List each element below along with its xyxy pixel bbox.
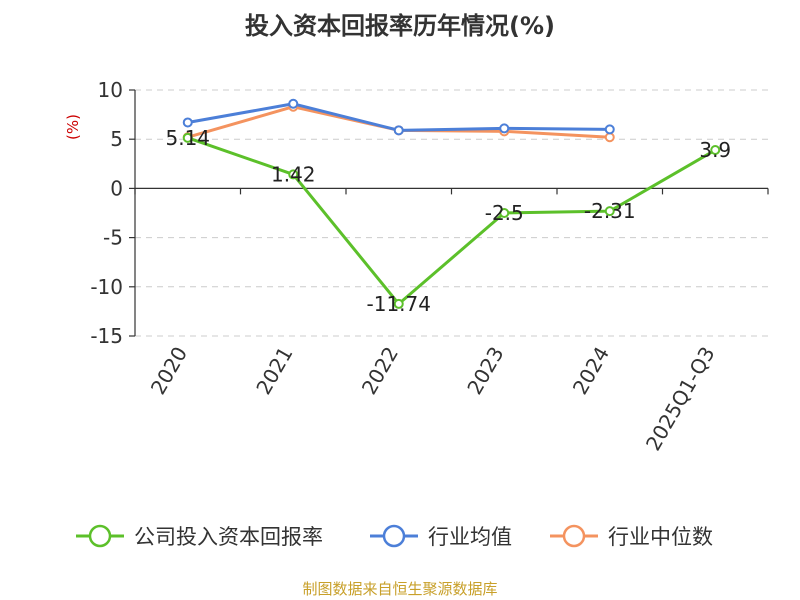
- y-tick-label: -5: [103, 226, 123, 250]
- data-label: 1.42: [271, 162, 316, 186]
- y-tick-label: 10: [98, 78, 123, 102]
- y-tick-label: 5: [110, 127, 123, 151]
- data-labels: 5.14 1.42 -11.74 -2.5 -2.31 3.9: [165, 126, 731, 316]
- data-point: [604, 206, 615, 217]
- data-point: [182, 132, 193, 143]
- y-tick-label: 0: [110, 176, 123, 200]
- x-axis-ticks: 2020 2021 2022 2023 2024 2025Q1-Q3: [146, 343, 720, 455]
- axes: [129, 89, 769, 337]
- data-label: -2.31: [584, 199, 636, 223]
- x-tick-label: 2020: [146, 343, 192, 399]
- data-label: 3.9: [699, 138, 731, 162]
- legend-label: 行业中位数: [608, 525, 713, 549]
- legend-label: 行业均值: [428, 525, 512, 549]
- y-tick-label: -15: [90, 324, 123, 348]
- legend-marker: [88, 524, 112, 548]
- series-line: [187, 136, 717, 306]
- source-note: 制图数据来自恒生聚源数据库: [302, 580, 497, 598]
- grid-lines: [135, 89, 768, 337]
- x-tick-label: 2024: [568, 343, 614, 399]
- legend-marker: [562, 524, 586, 548]
- data-point: [393, 125, 404, 136]
- data-point: [288, 98, 299, 109]
- x-tick-label: 2022: [357, 343, 403, 399]
- data-point: [604, 124, 615, 135]
- series-layer: [182, 98, 721, 309]
- x-tick-label: 2021: [251, 343, 297, 399]
- y-tick-label: -10: [90, 275, 123, 299]
- data-point: [393, 298, 404, 309]
- x-tick-label: 2025Q1-Q3: [641, 343, 720, 455]
- data-point: [182, 117, 193, 128]
- data-point: [288, 169, 299, 180]
- legend: 公司投入资本回报率 行业均值 行业中位数: [76, 524, 713, 549]
- x-tick-label: 2023: [462, 343, 508, 399]
- y-axis-unit-label: (%): [64, 114, 82, 140]
- data-point: [499, 208, 510, 218]
- chart-title: 投入资本回报率历年情况(%): [245, 12, 555, 40]
- legend-label: 公司投入资本回报率: [134, 525, 323, 549]
- legend-marker: [382, 524, 406, 548]
- data-point: [710, 145, 721, 156]
- data-point: [499, 123, 510, 134]
- y-axis-ticks: 10 5 0 -5 -10 -15: [90, 78, 123, 348]
- data-point: [604, 132, 615, 143]
- data-label: 5.14: [165, 126, 210, 150]
- data-label: -2.5: [485, 201, 524, 225]
- data-label: -11.74: [367, 292, 431, 316]
